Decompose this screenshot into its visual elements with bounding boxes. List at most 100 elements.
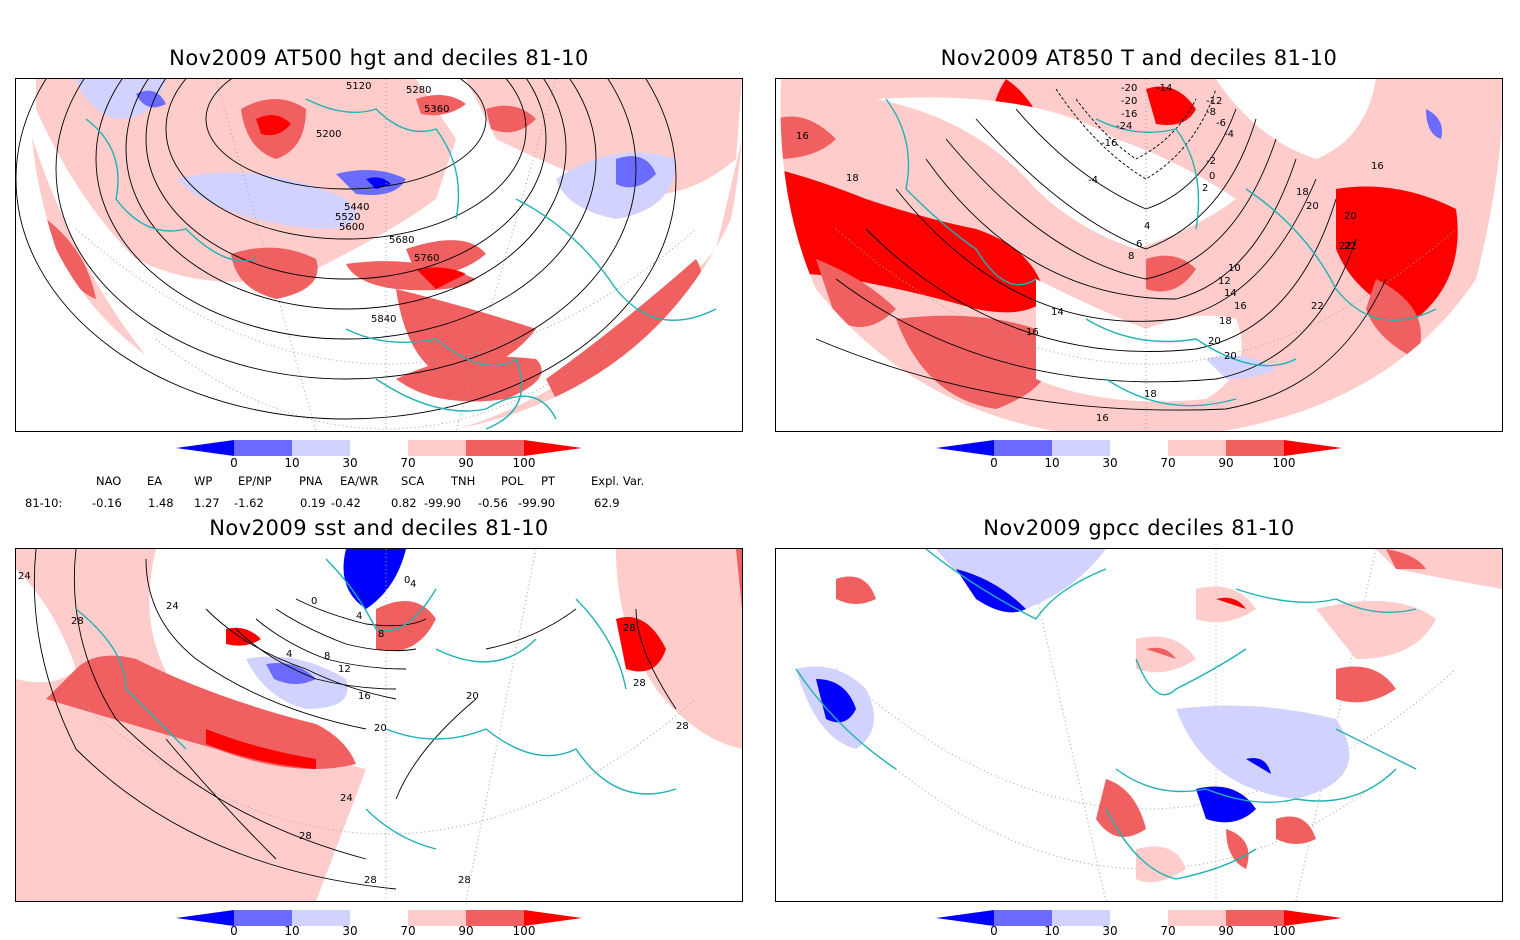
colorbar-3: 0 10 30 70 90 100 <box>176 910 586 940</box>
contour-label: 4 <box>356 611 362 622</box>
index-value: 62.9 <box>594 496 620 510</box>
contour-label: -2 <box>1206 156 1216 167</box>
decile-shading <box>16 549 742 901</box>
contour-label: 8 <box>1128 251 1134 262</box>
index-header: PNA <box>299 474 323 488</box>
contour-label: 28 <box>71 616 84 627</box>
contour-label: 20 <box>1224 351 1237 362</box>
contour-label: 20 <box>1208 336 1221 347</box>
contour-label: 5280 <box>406 85 431 96</box>
contour-label: 22 <box>1344 241 1357 252</box>
colorbar-tick: 70 <box>1160 924 1176 938</box>
contour-label: 4 <box>1144 221 1150 232</box>
panel-4-map <box>775 548 1503 902</box>
contour-label: 16 <box>796 131 809 142</box>
t850-map: -20 -20 -14 -12 -16 -24 -16 -8 -6 -4 -4 … <box>776 79 1502 431</box>
contour-label: 28 <box>676 721 689 732</box>
decile-shading <box>796 549 1502 883</box>
contour-label: 16 <box>1234 301 1247 312</box>
contour-label: -20 <box>1121 83 1137 94</box>
contour-label: 12 <box>338 664 351 675</box>
contour-labels: 5120 5200 5280 5360 5440 5520 5600 5680 … <box>316 81 449 325</box>
index-value: -0.56 <box>478 496 508 510</box>
index-header: WP <box>194 474 213 488</box>
contour-label: -12 <box>1206 96 1222 107</box>
contour-label: -20 <box>1121 96 1137 107</box>
temperature-contours <box>815 88 1387 411</box>
gpcc-map <box>795 549 1502 901</box>
panel-1-map: 5120 5200 5280 5360 5440 5520 5600 5680 … <box>15 78 743 432</box>
index-header: PT <box>541 474 555 488</box>
colorbar-tick: 90 <box>1218 924 1234 938</box>
colorbar-4: 0 10 30 70 90 100 <box>936 910 1346 940</box>
colorbar-tick: 100 <box>1272 456 1296 470</box>
index-value: 1.27 <box>194 496 220 510</box>
contour-labels: -20 -20 -14 -12 -16 -24 -16 -8 -6 -4 -4 … <box>796 83 1384 424</box>
contour-label: 5520 <box>335 212 360 223</box>
contour-label: 0 <box>311 596 317 607</box>
contour-label: 14 <box>1224 288 1237 299</box>
contour-label: 18 <box>1144 389 1157 400</box>
contour-label: -16 <box>1101 138 1117 149</box>
colorbar-tick: 30 <box>1102 924 1118 938</box>
contour-label: 6 <box>1136 239 1142 250</box>
colorbar-tick: 0 <box>230 924 238 938</box>
index-header: Expl. Var. <box>591 474 645 488</box>
contour-label: 10 <box>1228 263 1241 274</box>
contour-label: 8 <box>378 629 384 640</box>
colorbar-tick: 0 <box>230 456 238 470</box>
colorbar-tick: 30 <box>342 924 358 938</box>
contour-label: 22 <box>1339 241 1352 252</box>
contour-label: 18 <box>1219 316 1232 327</box>
contour-label: 12 <box>1218 276 1231 287</box>
contour-label: 24 <box>166 601 179 612</box>
colorbar-tick: 90 <box>458 924 474 938</box>
index-value: 0.19 <box>300 496 326 510</box>
contour-label: 20 <box>374 723 387 734</box>
contour-label: 28 <box>299 831 312 842</box>
contour-label: 20 <box>466 691 479 702</box>
colorbar-tick: 30 <box>342 456 358 470</box>
contour-label: 5760 <box>414 253 439 264</box>
colorbar-tick: 10 <box>284 456 300 470</box>
colorbar-swatches <box>936 440 1342 456</box>
contour-label: 4 <box>410 579 416 590</box>
index-header: POL <box>501 474 524 488</box>
contour-label: -14 <box>1156 83 1172 94</box>
contour-label: -4 <box>1224 129 1234 140</box>
panel-2-title: Nov2009 AT850 T and deciles 81-10 <box>940 46 1338 70</box>
contour-label: 4 <box>286 649 292 660</box>
colorbar-tick: 10 <box>1044 456 1060 470</box>
coastlines <box>75 558 677 850</box>
contour-label: -8 <box>1206 107 1216 118</box>
contour-label: 28 <box>633 678 646 689</box>
index-header: TNH <box>451 474 476 488</box>
panel-3-map: 24 28 24 0 4 4 8 12 16 20 4 8 0 20 28 28… <box>15 548 743 902</box>
panel-1-title: Nov2009 AT500 hgt and deciles 81-10 <box>169 46 589 70</box>
contour-label: 16 <box>1371 161 1384 172</box>
index-header: EA <box>147 474 163 488</box>
colorbar-1: 0 10 30 70 90 100 <box>176 440 586 470</box>
contour-label: 18 <box>846 173 859 184</box>
index-value: -1.62 <box>234 496 264 510</box>
contour-label: 18 <box>1296 187 1309 198</box>
index-row-label: 81-10: <box>25 496 63 510</box>
contour-label: 5440 <box>344 202 369 213</box>
panel-3-title: Nov2009 sst and deciles 81-10 <box>209 516 549 540</box>
colorbar-tick: 70 <box>400 456 416 470</box>
index-header: NAO <box>96 474 122 488</box>
contour-label: 24 <box>18 571 31 582</box>
index-value: 1.48 <box>148 496 174 510</box>
sst-contours <box>33 549 677 890</box>
contour-label: 20 <box>1306 201 1319 212</box>
coastlines <box>795 549 1417 880</box>
contour-label: 5600 <box>339 222 364 233</box>
colorbar-swatches <box>176 910 582 926</box>
index-value: 0.82 <box>391 496 417 510</box>
contour-label: 20 <box>1344 211 1357 222</box>
contour-label: 16 <box>1096 413 1109 424</box>
colorbar-tick: 30 <box>1102 456 1118 470</box>
index-value: -99.90 <box>424 496 462 510</box>
colorbar-tick: 10 <box>1044 924 1060 938</box>
colorbar-tick: 90 <box>1218 456 1234 470</box>
